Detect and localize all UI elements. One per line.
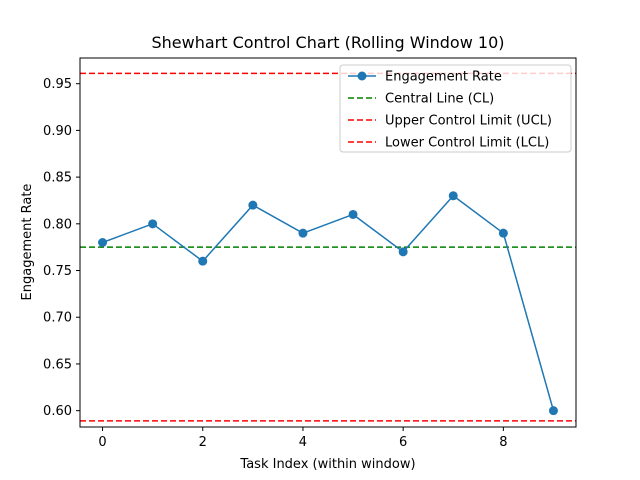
- reference-lines: [80, 72, 576, 422]
- series-layer: [98, 191, 558, 416]
- legend: Engagement Rate Central Line (CL) Upper Co…: [339, 64, 572, 153]
- legend-entry-2: Upper Control Limit (UCL): [348, 114, 552, 129]
- legend-label-0: Engagement Rate: [385, 70, 502, 85]
- legend-entry-0: Engagement Rate: [348, 70, 502, 85]
- data-point-2: [198, 256, 208, 266]
- y-axis-ticks: 0.60 0.65 0.70 0.75 0.80 0.85 0.90 0.95: [43, 77, 80, 419]
- data-point-7: [448, 191, 458, 201]
- y-tick-label-6: 0.90: [43, 124, 72, 139]
- y-tick-label-4: 0.80: [43, 217, 72, 232]
- x-axis-ticks: 0 2 4 6 8: [98, 427, 507, 450]
- series-line-0: [102, 194, 555, 411]
- y-tick-label-2: 0.70: [43, 311, 72, 326]
- x-tick-label-2: 4: [299, 435, 307, 450]
- legend-entry-3: Lower Control Limit (LCL): [348, 136, 549, 151]
- x-tick-label-0: 0: [98, 435, 106, 450]
- legend-label-3: Lower Control Limit (LCL): [385, 136, 549, 151]
- data-point-8: [498, 228, 508, 238]
- y-tick-label-1: 0.65: [43, 357, 72, 372]
- data-point-5: [348, 209, 358, 219]
- x-tick-label-3: 6: [399, 435, 407, 450]
- y-tick-label-3: 0.75: [43, 264, 72, 279]
- y-tick-label-7: 0.95: [43, 77, 72, 92]
- x-axis-label: Task Index (within window): [239, 457, 415, 472]
- y-tick-label-0: 0.60: [43, 404, 72, 419]
- legend-marker-0: [357, 71, 367, 81]
- data-point-3: [248, 200, 258, 210]
- y-tick-label-5: 0.85: [43, 171, 72, 186]
- x-tick-label-1: 2: [199, 435, 207, 450]
- legend-label-2: Upper Control Limit (UCL): [385, 114, 552, 129]
- data-point-1: [148, 219, 158, 229]
- data-point-6: [398, 247, 408, 257]
- legend-entry-1: Central Line (CL): [348, 92, 494, 107]
- x-tick-label-4: 8: [499, 435, 507, 450]
- data-point-4: [298, 228, 308, 238]
- legend-box: [339, 64, 572, 153]
- data-point-9: [548, 406, 558, 416]
- legend-label-1: Central Line (CL): [385, 92, 494, 107]
- y-axis-label: Engagement Rate: [20, 184, 35, 301]
- chart-title: Shewhart Control Chart (Rolling Window 1…: [151, 33, 504, 52]
- data-point-0: [98, 238, 108, 247]
- plot-frame: [79, 57, 577, 428]
